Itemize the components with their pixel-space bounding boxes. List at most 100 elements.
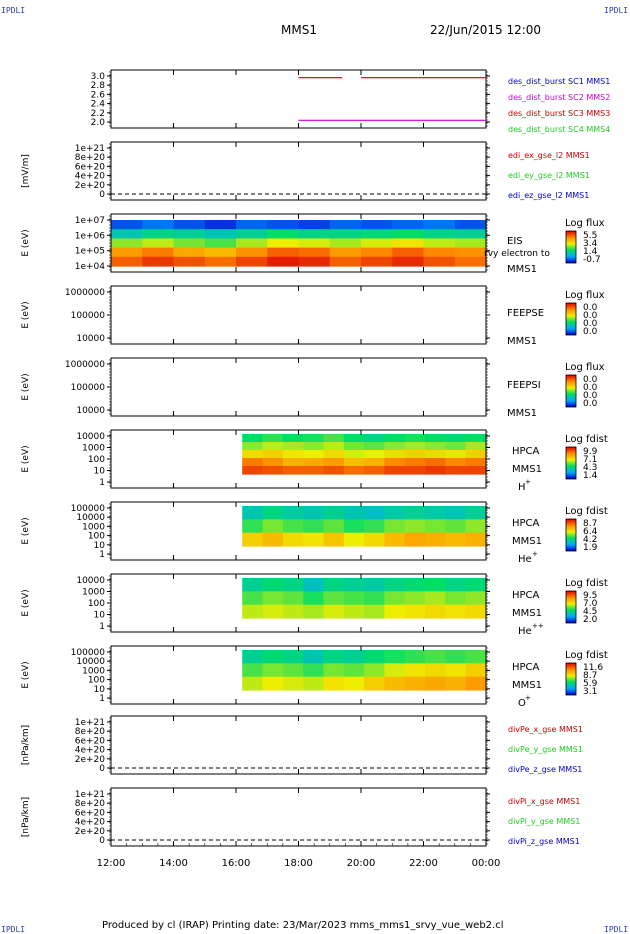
colorbar-tick-label: 0.0 (583, 303, 598, 313)
colorbar-tick-label: 8.7 (583, 671, 597, 681)
species-label: O (518, 698, 526, 709)
y-tick-label: 1 (99, 694, 105, 704)
heatmap-cell (242, 532, 264, 547)
heatmap-cell (303, 506, 325, 520)
heatmap-cell (282, 604, 304, 619)
y-tick-label: 100 (88, 599, 105, 609)
y-tick-label: 100 (88, 455, 105, 465)
y-tick-label: 0 (99, 764, 105, 774)
heatmap-cell (343, 532, 365, 547)
heatmap-cell (445, 663, 467, 678)
heatmap-cell (298, 220, 331, 230)
heatmap-cell (404, 450, 426, 459)
heatmap-cell (361, 247, 393, 258)
heatmap-cell (262, 519, 284, 534)
heatmap-cell (425, 532, 446, 547)
heatmap-cell (361, 238, 393, 249)
colorbar (565, 590, 577, 624)
heatmap-cell (262, 450, 284, 459)
heatmap-cell (343, 506, 365, 520)
heatmap-cell (303, 591, 325, 606)
heatmap-cell (282, 434, 304, 443)
heatmap-cell (173, 256, 206, 267)
heatmap-cell (323, 434, 345, 443)
legend-entry: des_dist_burst SC3 MMS3 (508, 109, 610, 118)
y-axis-label: [mV/m] (21, 154, 31, 188)
heatmap-cell (236, 220, 268, 230)
heatmap-cell (204, 229, 237, 239)
heatmap-cell (404, 663, 426, 678)
y-axis-label: E (eV) (21, 373, 31, 400)
legend-entry: des_dist_burst SC2 MMS2 (508, 93, 610, 102)
heatmap-cell (329, 238, 362, 249)
colorbar (565, 446, 577, 480)
heatmap-cell (242, 458, 264, 467)
colorbar-tick-label: 8.7 (583, 519, 597, 529)
heatmap-cell (204, 238, 237, 249)
heatmap-cell (242, 676, 264, 691)
heatmap-cell (282, 676, 304, 691)
x-tick-label: 18:00 (284, 858, 313, 869)
y-tick-label: 0 (99, 836, 105, 846)
heatmap-cell (343, 591, 365, 606)
heatmap-cell (465, 506, 487, 520)
heatmap-cell (282, 458, 304, 467)
heatmap-cell (364, 466, 385, 475)
heatmap-cell (454, 256, 487, 267)
spacecraft-label: MMS1 (507, 264, 537, 275)
heatmap-cell (282, 591, 304, 606)
colorbar-title: Log flux (565, 290, 605, 301)
heatmap-cell (343, 450, 365, 459)
heatmap-cell (445, 450, 467, 459)
heatmap-cell (323, 676, 345, 691)
heatmap-cell (361, 220, 393, 230)
heatmap-cell (384, 519, 406, 534)
colorbar-tick-label: 0.0 (583, 311, 598, 321)
heatmap-cell (267, 229, 300, 239)
y-tick-label: 0 (99, 190, 105, 200)
colorbar (565, 302, 577, 336)
heatmap-cell (392, 229, 425, 239)
heatmap-cell (425, 650, 446, 664)
instrument-label: HPCA (512, 590, 540, 601)
heatmap-cell (423, 238, 456, 249)
heatmap-cell (303, 676, 325, 691)
heatmap-cell (323, 604, 345, 619)
y-tick-label: 10000 (76, 513, 105, 523)
colorbar-tick-label: 7.0 (583, 599, 598, 609)
colorbar-tick-label: 6.4 (583, 527, 598, 537)
heatmap-cell (364, 676, 385, 691)
heatmap-cell (282, 650, 304, 664)
colorbar-title: Log fdist (565, 506, 608, 517)
heatmap-cell (343, 466, 365, 475)
colorbar-tick-label: 7.1 (583, 455, 597, 465)
colorbar-tick-label: 3.1 (583, 687, 597, 697)
heatmap-cell (323, 458, 345, 467)
heatmap-cell (242, 519, 264, 534)
y-tick-label: 100 (88, 676, 105, 686)
heatmap-cell (425, 604, 446, 619)
heatmap-cell (445, 578, 467, 592)
y-tick-label: 100000 (71, 504, 106, 514)
spacecraft-title: MMS1 (281, 23, 317, 37)
heatmap-cell (303, 578, 325, 592)
colorbar-tick-label: 1.4 (583, 471, 598, 481)
heatmap-cell (204, 256, 237, 267)
heatmap-cell (364, 458, 385, 467)
heatmap-cell (343, 519, 365, 534)
heatmap-cell (236, 247, 268, 258)
y-tick-label: 1e+04 (75, 262, 106, 272)
y-tick-label: 1e+06 (75, 231, 106, 241)
colorbar-tick-label: 0.0 (583, 327, 598, 337)
panel-frame (110, 141, 487, 201)
heatmap-cell (236, 229, 268, 239)
heatmap-cell (384, 663, 406, 678)
y-tick-label: 1 (99, 622, 105, 632)
heatmap-cell (384, 434, 406, 443)
heatmap-cell (465, 532, 487, 547)
heatmap-cell (465, 450, 487, 459)
y-tick-label: 4e+20 (75, 746, 106, 756)
